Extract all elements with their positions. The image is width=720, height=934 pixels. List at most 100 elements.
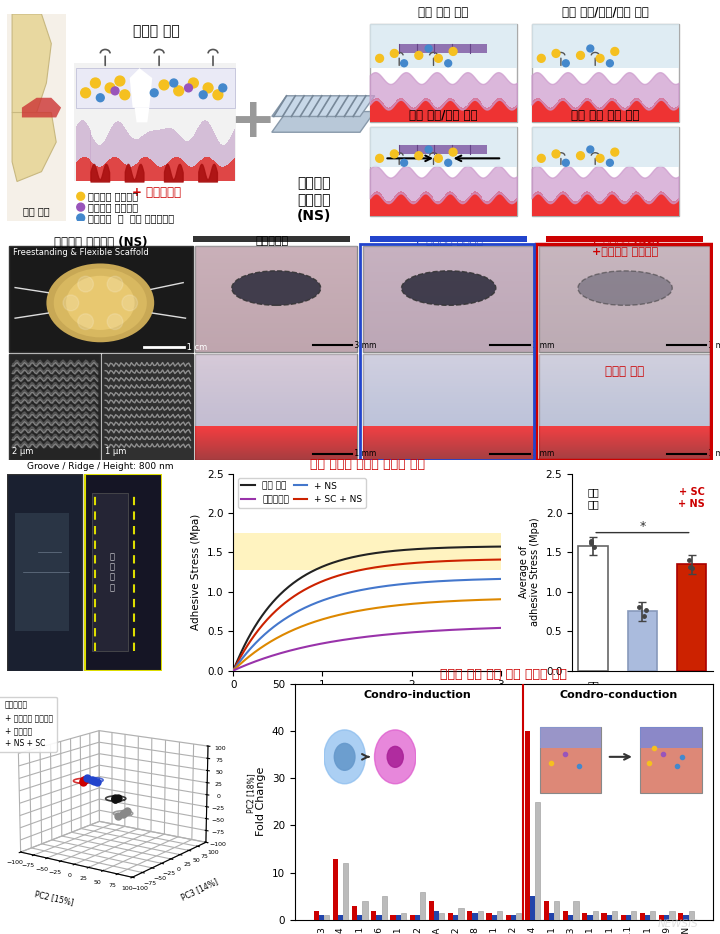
Bar [94, 140, 95, 164]
Bar [539, 277, 711, 278]
Bar [539, 444, 711, 445]
Bar [195, 250, 357, 251]
Bar [186, 164, 187, 181]
Bar [539, 339, 711, 340]
Bar [363, 247, 534, 248]
Bar [539, 400, 711, 401]
Bar [124, 127, 125, 163]
Bar [152, 162, 153, 181]
Bar [590, 100, 591, 122]
Bar [370, 24, 517, 122]
Text: 손상된 연골: 손상된 연골 [132, 24, 179, 38]
Bar [496, 192, 498, 216]
Bar [363, 454, 534, 455]
Bar [195, 413, 357, 414]
Bar [195, 431, 357, 432]
Bar [434, 106, 436, 122]
Ellipse shape [54, 268, 147, 337]
Bar [107, 162, 108, 181]
Bar [453, 193, 454, 216]
Bar [658, 99, 659, 122]
Bar [640, 100, 642, 122]
Bar [539, 355, 711, 356]
Bar [379, 100, 381, 122]
Bar [225, 144, 226, 166]
Bar [539, 346, 711, 347]
Bar [103, 165, 104, 181]
Bar [195, 305, 357, 306]
Bar [660, 98, 661, 122]
Text: 세포 유출 방지: 세포 유출 방지 [418, 6, 469, 19]
Bar [195, 377, 357, 378]
Bar [683, 915, 688, 920]
Bar [505, 103, 506, 122]
Bar [15, 513, 69, 631]
Bar [130, 166, 132, 181]
Bar [617, 102, 618, 122]
Bar [232, 160, 233, 181]
Bar [80, 120, 81, 158]
Bar [363, 279, 534, 280]
Bar [628, 106, 629, 122]
Bar [672, 107, 674, 122]
Bar [191, 166, 192, 181]
Bar [116, 121, 117, 157]
Bar [388, 201, 390, 216]
Bar [539, 430, 711, 431]
Bar [195, 312, 357, 313]
Bar [415, 107, 416, 122]
Bar [363, 304, 534, 305]
Bar [178, 157, 179, 181]
Bar [449, 98, 450, 122]
Bar [539, 257, 711, 258]
Bar [363, 300, 534, 301]
Bar [539, 317, 711, 318]
Bar [629, 104, 631, 122]
Bar [490, 106, 491, 122]
Bar [652, 106, 653, 122]
Bar [195, 369, 357, 370]
Bar [539, 388, 711, 389]
Bar [480, 196, 482, 216]
Bar [363, 439, 534, 440]
Bar [539, 254, 711, 255]
Bar [363, 436, 534, 437]
Bar [408, 105, 409, 122]
Bar [195, 423, 357, 424]
Bar [483, 106, 485, 122]
Bar [213, 131, 214, 161]
Bar [401, 98, 402, 122]
Circle shape [376, 54, 384, 63]
Bar [92, 136, 94, 163]
Title: 정상 연골과 유사한 기계적 강도: 정상 연골과 유사한 기계적 강도 [310, 458, 425, 471]
Bar [195, 410, 357, 411]
Bar [624, 201, 626, 216]
Bar [674, 201, 675, 216]
Bar [382, 104, 384, 122]
Bar [195, 372, 357, 373]
Bar [140, 137, 141, 159]
Bar [363, 278, 534, 279]
Bar [119, 159, 120, 181]
Bar [195, 449, 357, 450]
Bar [544, 197, 545, 216]
Bar [439, 201, 441, 216]
Bar [195, 428, 357, 429]
Bar [659, 191, 660, 216]
Bar [669, 198, 670, 216]
Bar [195, 281, 357, 282]
Bar [163, 166, 164, 181]
Bar [209, 158, 210, 181]
Bar [195, 272, 357, 273]
Bar [195, 310, 357, 311]
Bar [195, 446, 357, 447]
Bar [145, 134, 146, 157]
Bar [363, 345, 534, 346]
Bar [593, 911, 598, 920]
Bar [554, 901, 559, 920]
Bar [195, 334, 357, 335]
Bar [539, 405, 711, 406]
Bar [609, 99, 610, 122]
Bar [579, 199, 580, 216]
Bar [588, 915, 593, 920]
